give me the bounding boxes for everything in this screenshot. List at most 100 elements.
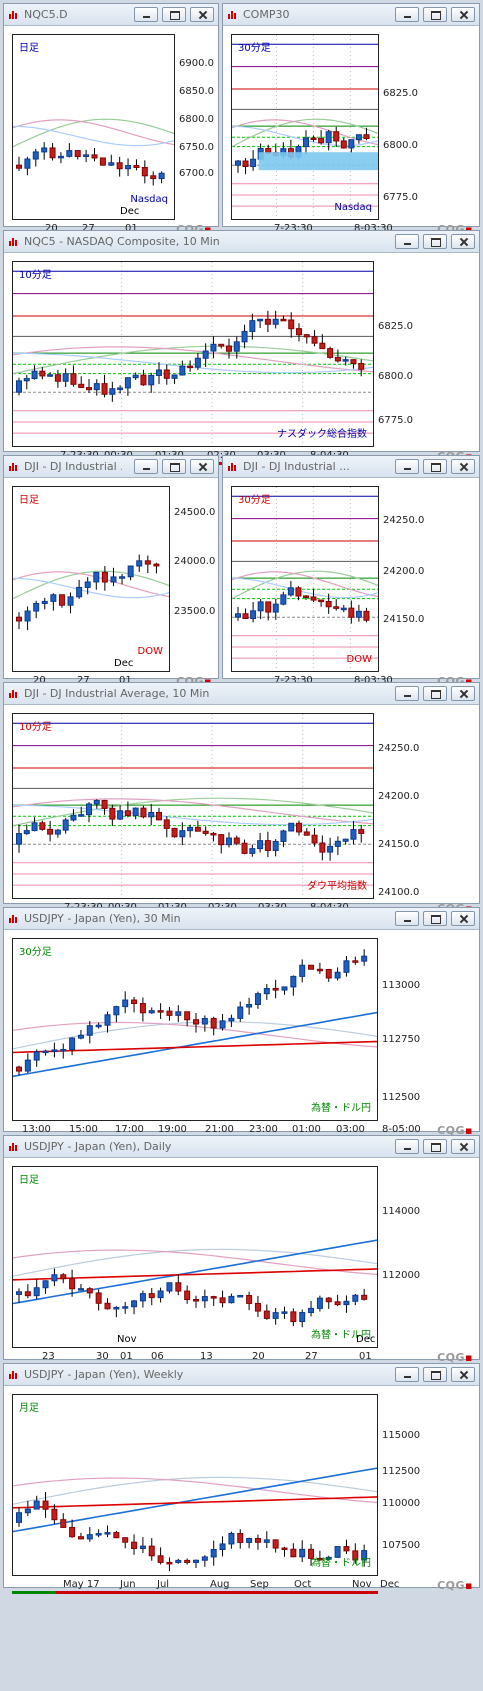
- minimize-button[interactable]: [134, 459, 158, 474]
- candle-down: [340, 140, 347, 149]
- maximize-button[interactable]: [423, 911, 447, 926]
- candle-up: [290, 975, 297, 988]
- price-chart[interactable]: [232, 487, 379, 672]
- title-bar[interactable]: DJI - DJ Industrial ...: [4, 456, 218, 478]
- candle-up: [60, 1048, 67, 1052]
- candle-down: [42, 1500, 49, 1510]
- y-tick-label: 24150.0: [383, 614, 425, 625]
- title-bar[interactable]: NQC5.D: [4, 4, 218, 26]
- plot-area[interactable]: 日足 為替・ドル円 Nov Dec: [12, 1166, 378, 1348]
- instrument-note: DOW: [346, 654, 372, 665]
- candle-down: [184, 1011, 191, 1021]
- y-tick-label: 6800.0: [383, 140, 418, 151]
- candle-down: [363, 610, 370, 621]
- candle-up: [139, 1293, 146, 1302]
- maximize-button[interactable]: [423, 686, 447, 701]
- title-bar[interactable]: NQC5 - NASDAQ Composite, 10 Min: [4, 231, 479, 253]
- close-button[interactable]: [451, 686, 475, 701]
- price-chart[interactable]: [13, 939, 378, 1121]
- maximize-button[interactable]: [162, 7, 186, 22]
- price-chart[interactable]: [13, 35, 175, 220]
- price-chart[interactable]: [232, 35, 379, 220]
- candle-up: [210, 343, 217, 352]
- month-label: Nov: [117, 1334, 137, 1345]
- plot-area[interactable]: 月足 為替・ドル円: [12, 1394, 378, 1576]
- candle-up: [202, 350, 209, 359]
- candle-down: [131, 1541, 138, 1549]
- maximize-button[interactable]: [423, 1367, 447, 1382]
- chart-window-dji-30min[interactable]: DJI - DJ Industrial ... 30分足 DOW 24250.0 242…: [222, 455, 480, 690]
- cqg-logo: CQG▪: [437, 1351, 473, 1364]
- plot-area[interactable]: 30分足 為替・ドル円: [12, 938, 378, 1121]
- candle-down: [254, 1302, 261, 1312]
- plot-area[interactable]: 10分足 ナスダック総合指数: [12, 261, 374, 447]
- candle-up: [70, 814, 77, 821]
- chart-window-nqc5-10min[interactable]: NQC5 - NASDAQ Composite, 10 Min 10分足 ナスダック…: [3, 230, 480, 465]
- title-bar[interactable]: USDJPY - Japan (Yen), Daily: [4, 1136, 479, 1158]
- candle-up: [157, 1290, 164, 1299]
- price-chart[interactable]: [13, 1167, 378, 1348]
- minimize-button[interactable]: [395, 911, 419, 926]
- maximize-button[interactable]: [162, 459, 186, 474]
- chart-window-usdjpy-daily[interactable]: USDJPY - Japan (Yen), Daily 日足 為替・ドル円 Nov De…: [3, 1135, 480, 1366]
- candle-up: [23, 378, 30, 382]
- title-bar[interactable]: DJI - DJ Industrial ...: [223, 456, 479, 478]
- chart-app-icon: [8, 913, 19, 924]
- title-bar[interactable]: USDJPY - Japan (Yen), Weekly: [4, 1364, 479, 1386]
- close-button[interactable]: [451, 911, 475, 926]
- price-chart[interactable]: [13, 262, 374, 447]
- minimize-button[interactable]: [134, 7, 158, 22]
- price-chart[interactable]: [13, 487, 170, 672]
- plot-area[interactable]: 日足 DOW Dec: [12, 486, 170, 672]
- candle-up: [117, 810, 124, 820]
- maximize-button[interactable]: [423, 459, 447, 474]
- maximize-button[interactable]: [423, 234, 447, 249]
- chart-window-comp30[interactable]: COMP30 30分足 Nasdaq 6825.0 6800.0 6775.0 7-23:3…: [222, 3, 480, 238]
- title-bar[interactable]: USDJPY - Japan (Yen), 30 Min: [4, 908, 479, 930]
- candle-down: [352, 1550, 359, 1561]
- minimize-button[interactable]: [395, 234, 419, 249]
- minimize-button[interactable]: [395, 1139, 419, 1154]
- plot-area[interactable]: 10分足 ダウ平均指数: [12, 713, 374, 899]
- price-chart[interactable]: [13, 1395, 378, 1576]
- price-chart[interactable]: [13, 714, 374, 899]
- maximize-button[interactable]: [423, 7, 447, 22]
- close-button[interactable]: [451, 7, 475, 22]
- candle-down: [210, 832, 217, 836]
- minimize-button[interactable]: [395, 459, 419, 474]
- candle-up: [257, 318, 264, 322]
- plot-area[interactable]: 日足 Nasdaq Dec: [12, 34, 175, 220]
- candle-up: [62, 373, 69, 382]
- timeframe-label: 月足: [19, 1403, 39, 1414]
- close-button[interactable]: [190, 459, 214, 474]
- close-button[interactable]: [190, 7, 214, 22]
- candle-down: [210, 1017, 217, 1029]
- candle-down: [187, 365, 194, 369]
- candle-up: [122, 999, 129, 1008]
- candle-up: [50, 594, 57, 602]
- plot-area[interactable]: 30分足 Nasdaq: [231, 34, 379, 220]
- chart-window-dji-daily[interactable]: DJI - DJ Industrial ... 日足 DOW Dec 24500.0 24…: [3, 455, 219, 690]
- close-button[interactable]: [451, 459, 475, 474]
- candle-down: [109, 807, 116, 820]
- chart-window-nqc5-daily[interactable]: NQC5.D 日足 Nasdaq Dec 6900.0 6850.0 6800.0 6750.…: [3, 3, 219, 238]
- plot-area[interactable]: 30分足 DOW: [231, 486, 379, 672]
- candle-up: [246, 1538, 253, 1543]
- close-button[interactable]: [451, 1367, 475, 1382]
- candle-up: [179, 830, 186, 838]
- candle-down: [348, 607, 355, 618]
- maximize-button[interactable]: [423, 1139, 447, 1154]
- candle-up: [32, 151, 39, 160]
- minimize-button[interactable]: [395, 1367, 419, 1382]
- chart-window-dji-10min[interactable]: DJI - DJ Industrial Average, 10 Min 10分足ダ…: [3, 682, 480, 917]
- title-bar[interactable]: COMP30: [223, 4, 479, 26]
- chart-window-usdjpy-weekly[interactable]: USDJPY - Japan (Yen), Weekly 月足 為替・ドル円 1150…: [3, 1363, 480, 1594]
- close-button[interactable]: [451, 1139, 475, 1154]
- chart-window-usdjpy-30min[interactable]: USDJPY - Japan (Yen), 30 Min 30分足 為替・ドル円 11…: [3, 907, 480, 1159]
- minimize-button[interactable]: [395, 686, 419, 701]
- candle-down: [101, 383, 108, 395]
- y-tick-label: 6825.0: [383, 88, 418, 99]
- minimize-button[interactable]: [395, 7, 419, 22]
- close-button[interactable]: [451, 234, 475, 249]
- title-bar[interactable]: DJI - DJ Industrial Average, 10 Min: [4, 683, 479, 705]
